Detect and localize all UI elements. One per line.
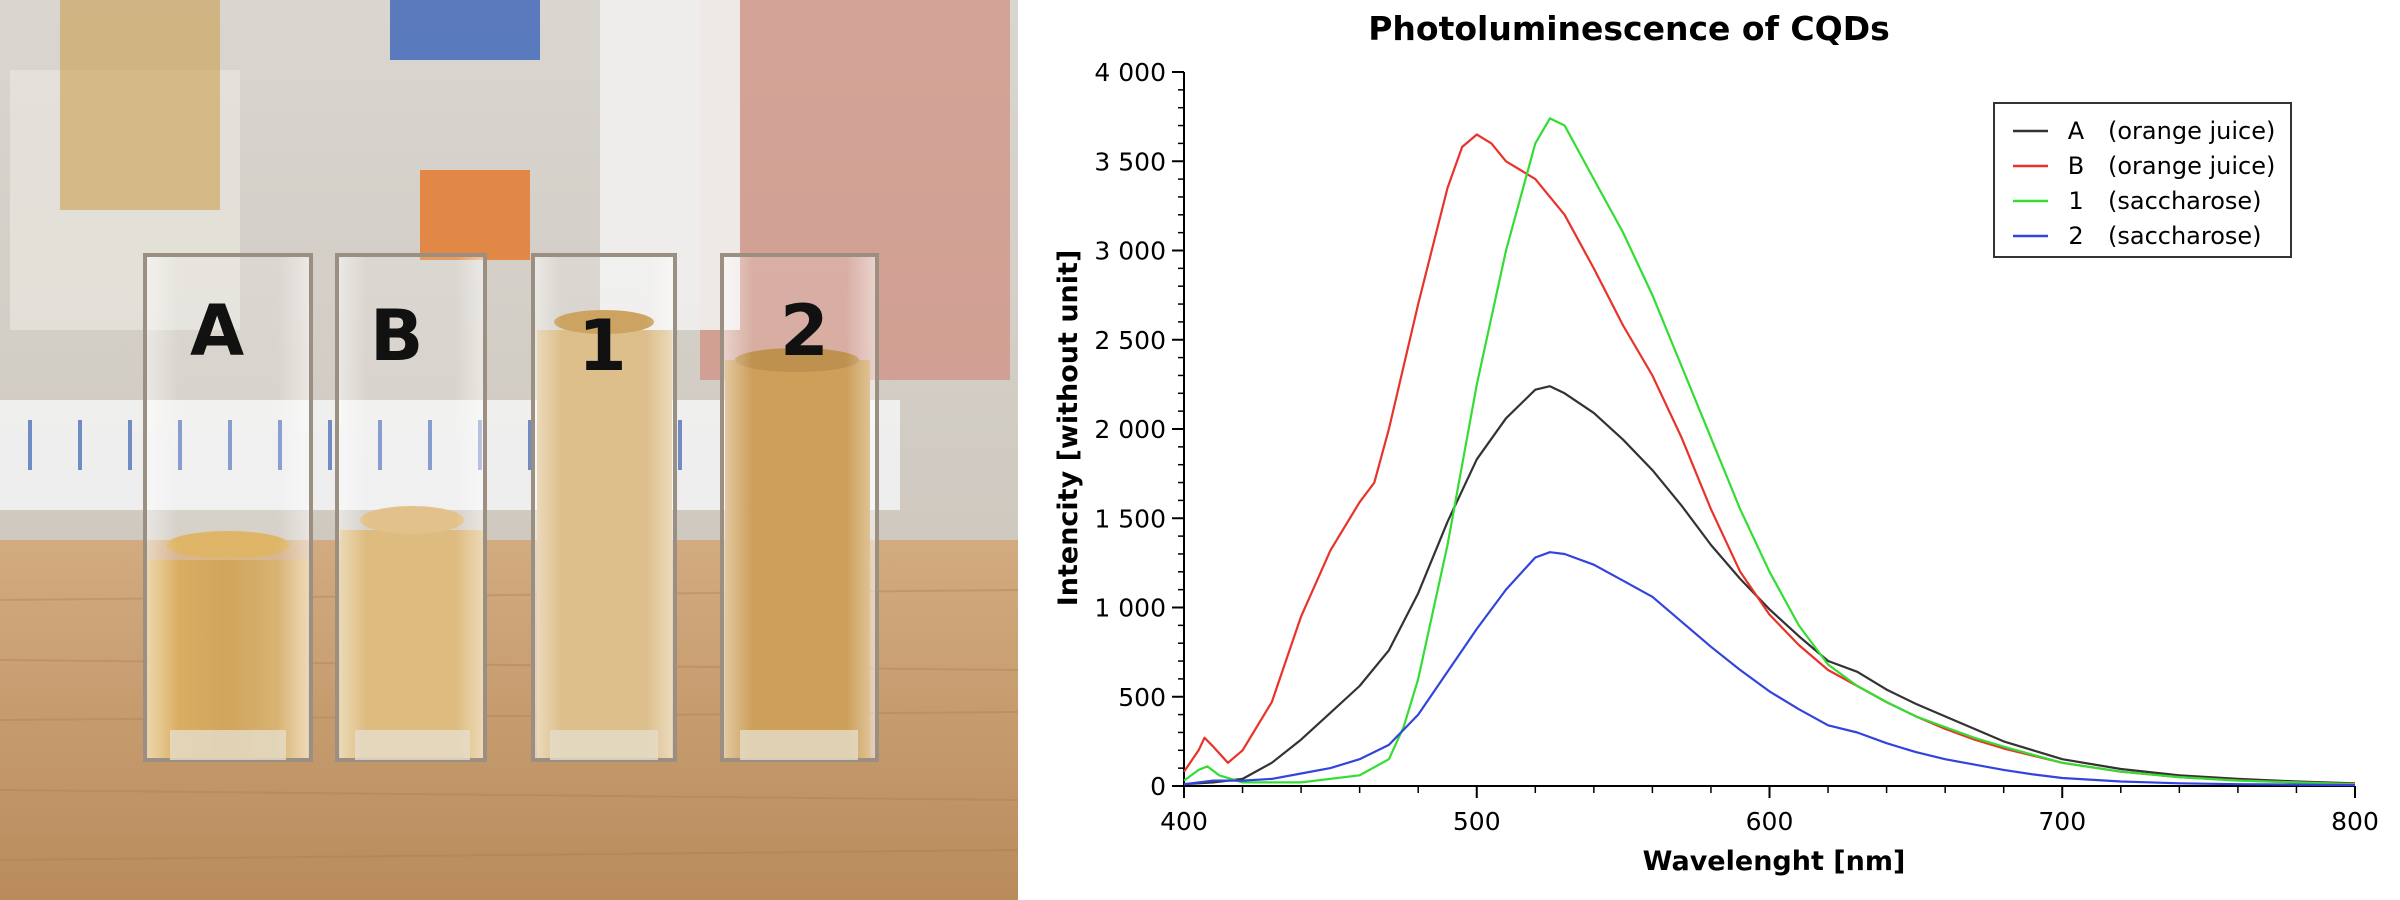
x-tick-label: 600 (1746, 807, 1794, 836)
background-orange-label (420, 170, 530, 260)
y-tick-label: 1 000 (1094, 594, 1166, 623)
background-amber-bottle (60, 0, 220, 210)
y-axis-title: Intencity [without unit] (1053, 250, 1084, 607)
legend-id-b: B (2068, 152, 2084, 180)
legend-box (1993, 102, 2292, 258)
legend-desc-b: (orange juice) (2108, 152, 2275, 180)
series-line-b (1183, 133, 2356, 785)
legend-desc-1: (saccharose) (2108, 187, 2262, 215)
legend-id-2: 2 (2068, 222, 2083, 250)
x-axis-title: Wavelenght [nm] (1643, 846, 1906, 877)
x-tick-label: 800 (2331, 807, 2379, 836)
photoluminescence-chart: Photoluminescence of CQDs 400 500 600 700 80… (1053, 9, 2379, 877)
chart-title: Photoluminescence of CQDs (1368, 9, 1890, 48)
chart-axes: 400 500 600 700 800 0 500 1 000 1 500 2 000 2 500 3… (1094, 58, 2378, 836)
cuvette-label-b: B (370, 295, 423, 377)
x-tick-label: 700 (2038, 807, 2086, 836)
cuvette-label-1: 1 (578, 305, 627, 387)
background-blue-cap (390, 0, 540, 60)
y-tick-label: 2 000 (1094, 415, 1166, 444)
cuvette-1: 1 (531, 253, 677, 762)
cuvette-b: B (335, 253, 487, 762)
y-tick-label: 3 500 (1094, 147, 1166, 176)
chart-legend: A (orange juice) B (orange juice) 1 (saccharo… (1993, 102, 2292, 258)
chart-series (1183, 117, 2356, 787)
y-tick-label: 1 500 (1094, 504, 1166, 533)
y-tick-label: 0 (1150, 772, 1166, 801)
legend-id-a: A (2068, 117, 2085, 145)
series-line-a (1183, 385, 2356, 786)
y-tick-label: 3 000 (1094, 237, 1166, 266)
y-tick-label: 2 500 (1094, 326, 1166, 355)
x-tick-label: 400 (1160, 807, 1208, 836)
cuvette-2: 2 (720, 253, 879, 762)
legend-id-1: 1 (2068, 187, 2083, 215)
series-line-2 (1183, 551, 2356, 787)
cuvette-label-2: 2 (780, 290, 829, 372)
y-tick-label: 500 (1118, 683, 1166, 712)
legend-desc-2: (saccharose) (2108, 222, 2262, 250)
cuvette-a: A (143, 253, 313, 762)
y-tick-label: 4 000 (1094, 58, 1166, 87)
series-line-1 (1183, 117, 2356, 786)
x-tick-label: 500 (1453, 807, 1501, 836)
cuvette-label-a: A (190, 290, 244, 372)
legend-desc-a: (orange juice) (2108, 117, 2275, 145)
cuvettes-photo: A B 1 2 (0, 0, 1018, 900)
